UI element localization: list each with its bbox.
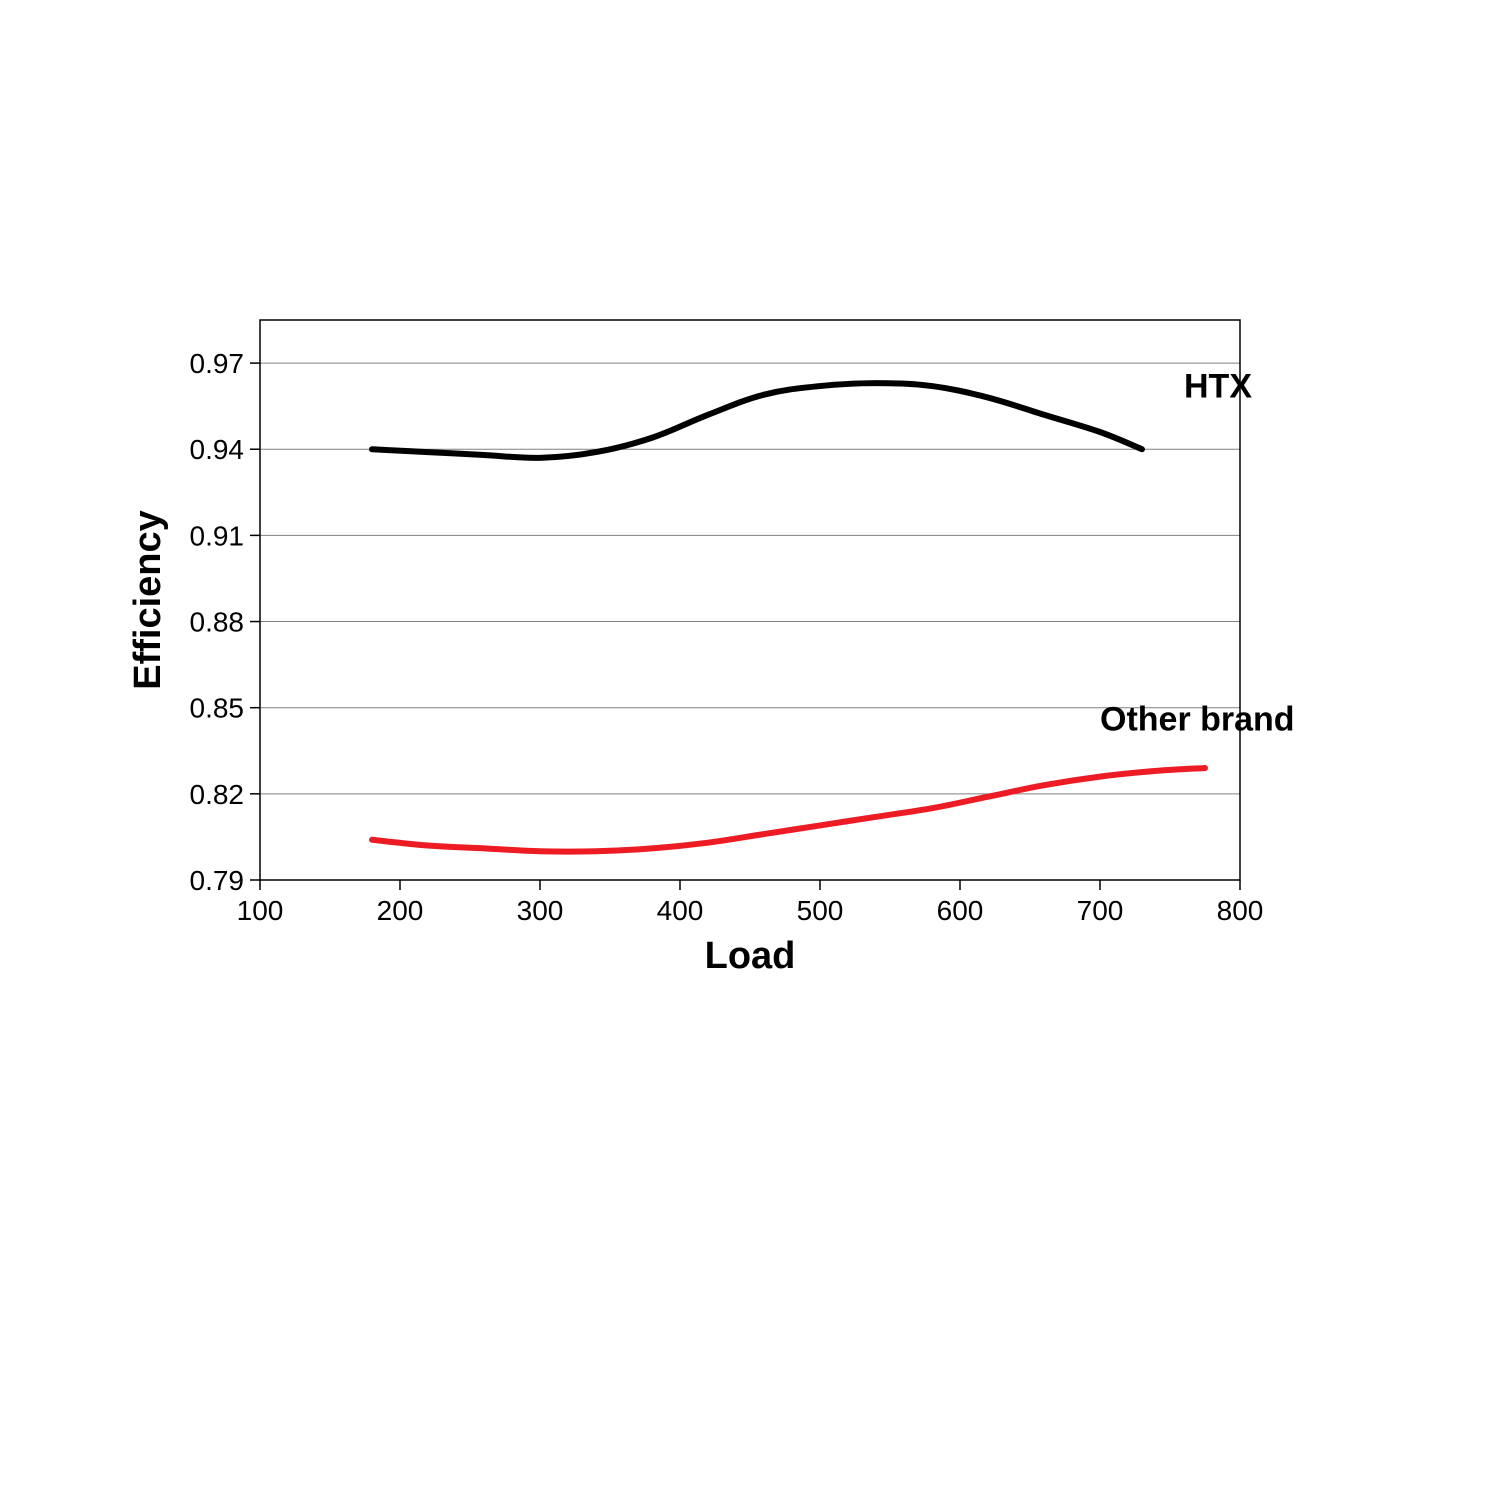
x-tick-label: 300 <box>517 895 564 926</box>
y-tick-label: 0.88 <box>190 607 245 638</box>
series-line-htx <box>372 383 1142 458</box>
y-tick-label: 0.94 <box>190 434 245 465</box>
series-label-other-brand: Other brand <box>1100 701 1295 739</box>
x-axis-title: Load <box>705 935 796 977</box>
series-line-other-brand <box>372 768 1205 852</box>
y-tick-label: 0.85 <box>190 693 245 724</box>
x-tick-label: 600 <box>937 895 984 926</box>
y-tick-label: 0.79 <box>190 865 245 896</box>
x-tick-label: 500 <box>797 895 844 926</box>
x-tick-label: 700 <box>1077 895 1124 926</box>
x-tick-label: 100 <box>237 895 284 926</box>
y-tick-label: 0.91 <box>190 520 245 551</box>
y-tick-label: 0.97 <box>190 348 245 379</box>
x-tick-label: 400 <box>657 895 704 926</box>
series-label-htx: HTX <box>1184 368 1252 406</box>
y-tick-label: 0.82 <box>190 779 245 810</box>
y-axis-title: Efficiency <box>130 510 169 690</box>
efficiency-chart: 100 200 300 400 500 600 700 800 0.79 0.82 0.85 0.88… <box>130 310 1370 1010</box>
x-tick-label: 200 <box>377 895 424 926</box>
x-tick-label: 800 <box>1217 895 1264 926</box>
